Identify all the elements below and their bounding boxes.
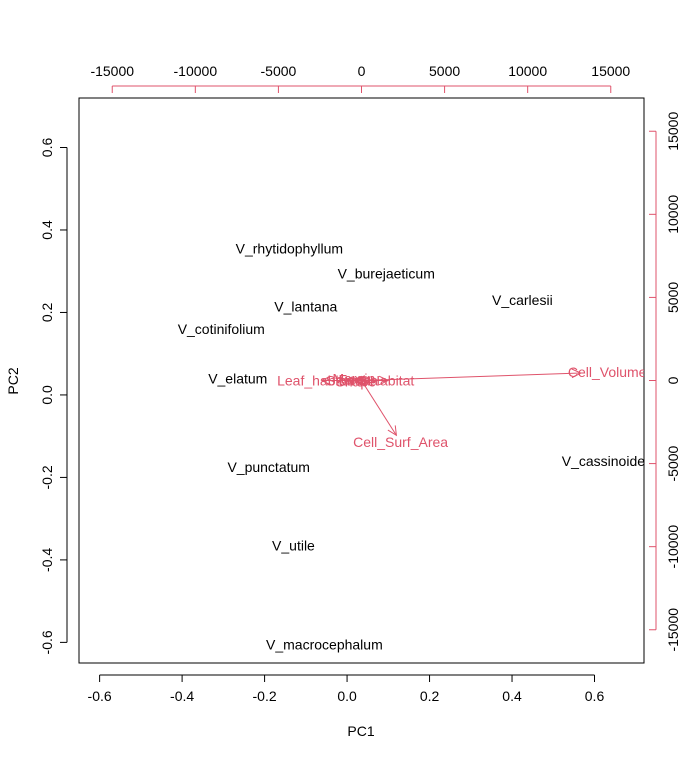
y-tick-label: -0.2 [39, 465, 55, 489]
y-axis-left: -0.6 -0.4 -0.2 0.0 0.2 0.4 0.6 [39, 138, 68, 654]
x-axis-top-secondary: -15000 -10000 -5000 0 5000 10000 15000 [90, 63, 630, 93]
x-tick-label: -0.6 [88, 688, 112, 704]
x-tick-label: 0.4 [502, 688, 522, 704]
y-tick-label: -0.4 [39, 548, 55, 572]
loading-arrow-head [354, 376, 366, 386]
x-tick-label: -0.2 [253, 688, 277, 704]
right-tick-label: 0 [665, 376, 681, 384]
observation-labels: V_rhytidophyllum V_burejaeticum V_lantana V… [178, 241, 652, 653]
top-tick-label: 15000 [591, 63, 630, 79]
top-tick-label: -5000 [261, 63, 297, 79]
observation-label: V_utile [272, 537, 315, 553]
observation-label: V_cotinifolium [178, 321, 265, 337]
loading-label: Leaf_habitat [277, 373, 354, 389]
x-axis-label: PC1 [347, 723, 374, 739]
y-tick-label: 0.0 [39, 385, 55, 405]
right-tick-label: 5000 [665, 282, 681, 313]
y-tick-label: 0.4 [39, 220, 55, 240]
plot-frame [78, 97, 645, 664]
observation-label: V_carlesii [492, 292, 553, 308]
observation-label: V_rhytidophyllum [236, 241, 343, 257]
x-tick-label: 0.0 [337, 688, 357, 704]
top-tick-label: 10000 [508, 63, 547, 79]
loading-label: Habitat [370, 373, 414, 389]
y-axis-right-secondary: -15000 -10000 -5000 0 5000 10000 15000 [649, 112, 681, 652]
loading-arrow [361, 372, 581, 381]
top-tick-label: -15000 [90, 63, 134, 79]
y-tick-label: 0.2 [39, 303, 55, 323]
y-tick-label: 0.6 [39, 138, 55, 158]
y-tick-label: -0.6 [39, 630, 55, 654]
y-axis-label: PC2 [5, 367, 21, 394]
x-tick-label: 0.2 [420, 688, 440, 704]
top-tick-label: -10000 [174, 63, 218, 79]
top-tick-label: 0 [358, 63, 366, 79]
loading-label: Cell_Surf_Area [353, 434, 448, 450]
observation-label: V_punctatum [227, 459, 310, 475]
observation-label: V_cassinoides [562, 453, 652, 469]
x-axis-bottom: -0.6 -0.4 -0.2 0.0 0.2 0.4 0.6 [88, 674, 605, 704]
right-tick-label: -15000 [665, 608, 681, 652]
right-tick-label: -10000 [665, 525, 681, 569]
x-tick-label: -0.4 [170, 688, 194, 704]
loading-arrow [361, 380, 397, 436]
loading-arrow-head [320, 375, 331, 386]
observation-label: V_burejaeticum [338, 265, 435, 281]
loading-arrow-head [378, 375, 390, 386]
loading-label: Margin [332, 371, 375, 387]
loading-label: Cell_Volume [568, 364, 647, 380]
x-tick-label: 0.6 [585, 688, 605, 704]
loading-label: Form [338, 372, 371, 388]
right-tick-label: 15000 [665, 112, 681, 151]
observation-label: V_macrocephalum [266, 636, 383, 652]
right-tick-label: -5000 [665, 445, 681, 481]
loading-arrows: Leaf_habitat HabitatStomataMarginShapeFor… [277, 364, 647, 450]
loading-arrow-head [387, 425, 398, 437]
right-tick-label: 10000 [665, 195, 681, 234]
loading-arrow-head [571, 368, 583, 379]
observation-label: V_lantana [274, 298, 337, 314]
loading-label: Stomata [326, 373, 378, 389]
observation-label: V_elatum [208, 370, 267, 386]
loading-label: Shape [336, 373, 377, 389]
top-tick-label: 5000 [429, 63, 460, 79]
